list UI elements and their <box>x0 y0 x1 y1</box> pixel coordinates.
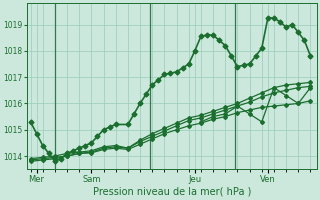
X-axis label: Pression niveau de la mer( hPa ): Pression niveau de la mer( hPa ) <box>92 187 251 197</box>
